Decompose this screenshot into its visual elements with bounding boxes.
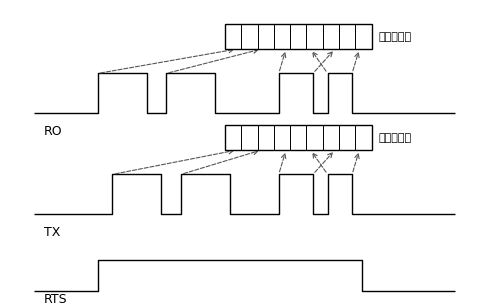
Text: TX: TX	[44, 226, 60, 239]
Text: RTS: RTS	[44, 293, 67, 306]
Text: RO: RO	[44, 125, 62, 138]
Bar	[224, 125, 371, 150]
Bar	[224, 24, 371, 49]
Text: 发送寄存器: 发送寄存器	[378, 32, 411, 42]
Text: 接收寄存器: 接收寄存器	[378, 133, 411, 143]
